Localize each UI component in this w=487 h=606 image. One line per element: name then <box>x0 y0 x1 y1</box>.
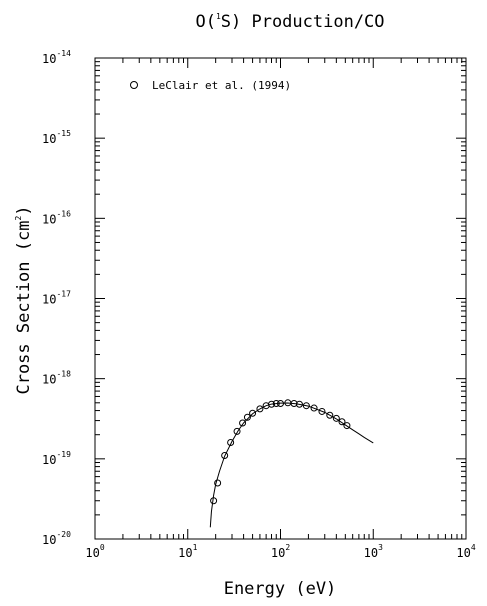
data-point <box>210 497 218 505</box>
data-point <box>233 427 241 435</box>
data-point <box>256 405 264 413</box>
y-tick-label: 10-15 <box>42 129 71 146</box>
legend-label: LeClair et al. (1994) <box>152 79 291 92</box>
data-point <box>239 419 247 427</box>
y-axis-label-sup: 2 <box>14 216 23 221</box>
y-axis-label: Cross Section (cm2) <box>14 205 34 394</box>
legend: LeClair et al. (1994) <box>130 79 291 92</box>
y-tick-label: 10-17 <box>42 290 71 307</box>
chart-title-sup: 1 <box>216 12 221 21</box>
data-point <box>290 400 298 408</box>
series-points <box>210 399 351 505</box>
data-point <box>227 438 235 446</box>
chart-title: O(1S) Production/CO <box>195 12 384 32</box>
data-point <box>332 414 340 422</box>
series-lines <box>209 402 374 528</box>
data-point <box>338 418 346 426</box>
plot-frame <box>94 57 467 540</box>
x-axis-ticks <box>94 58 467 539</box>
data-point <box>214 479 222 487</box>
y-tick-label: 10-14 <box>42 49 71 66</box>
data-point <box>302 402 310 410</box>
x-axis-label: Energy (eV) <box>224 579 337 599</box>
y-tick-label: 10-16 <box>42 209 71 226</box>
x-tick-label: 102 <box>271 543 290 560</box>
y-axis-label-pre: Cross Section (cm <box>14 221 34 395</box>
legend-marker <box>130 81 138 89</box>
y-tick-label: 10-19 <box>42 450 71 467</box>
x-tick-label: 100 <box>85 543 104 560</box>
data-point <box>295 400 303 408</box>
fit-curve-line <box>209 402 374 528</box>
data-point <box>277 400 284 408</box>
data-point <box>318 407 326 415</box>
chart-title-pre: O( <box>195 12 215 32</box>
y-axis-tick-labels: 10-20 10-19 10-18 10-17 10-16 10-15 10-14 <box>42 49 71 547</box>
data-point <box>326 411 334 419</box>
data-point <box>221 452 229 460</box>
y-axis-label-post: ) <box>14 205 34 215</box>
x-tick-label: 104 <box>456 543 475 560</box>
y-tick-label: 10-20 <box>42 530 71 547</box>
y-tick-label: 10-18 <box>42 370 71 387</box>
x-tick-label: 103 <box>364 543 383 560</box>
x-axis-tick-labels: 100 101 102 103 104 <box>85 543 475 560</box>
y-axis-ticks <box>95 57 466 540</box>
data-point <box>310 404 318 412</box>
data-point <box>268 400 276 408</box>
data-point <box>249 409 257 417</box>
data-point <box>272 400 280 408</box>
data-point <box>343 422 351 430</box>
data-point <box>243 413 251 421</box>
x-tick-label: 101 <box>178 543 197 560</box>
chart-title-post: S) Production/CO <box>221 12 385 32</box>
